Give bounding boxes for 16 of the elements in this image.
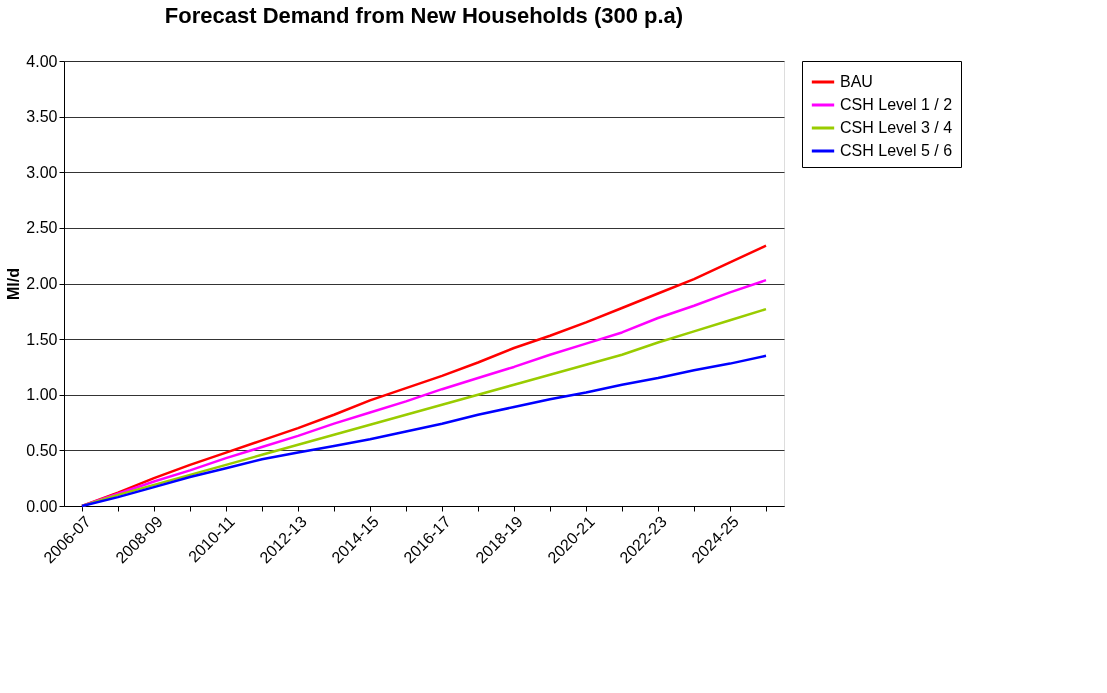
legend-label: CSH Level 1 / 2 bbox=[840, 96, 953, 113]
chart-title: Forecast Demand from New Households (300 p.a) bbox=[164, 3, 684, 28]
y-axis-title: Ml/d bbox=[5, 268, 23, 300]
y-tick-label: 2.50 bbox=[26, 219, 58, 237]
legend-label: BAU bbox=[840, 73, 873, 90]
legend-label: CSH Level 3 / 4 bbox=[840, 119, 953, 136]
y-tick-label: 3.00 bbox=[26, 163, 58, 181]
y-tick-label: 0.00 bbox=[26, 497, 58, 515]
y-tick-label: 4.00 bbox=[26, 52, 58, 70]
y-tick-label: 0.50 bbox=[26, 441, 58, 459]
y-tick-label: 1.00 bbox=[26, 386, 58, 404]
y-tick-label: 2.00 bbox=[26, 275, 58, 292]
y-tick-label: 1.50 bbox=[26, 330, 58, 348]
y-tick-label: 3.50 bbox=[26, 108, 58, 126]
line-series bbox=[80, 354, 768, 508]
legend-label: CSH Level 5 / 6 bbox=[840, 142, 953, 159]
